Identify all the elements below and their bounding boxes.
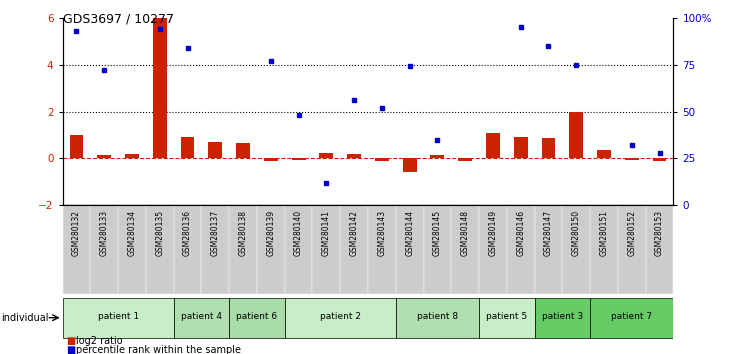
Bar (645, 205, 673, 294)
Bar (257, 205, 285, 294)
Bar (479, 298, 534, 338)
Bar (451, 205, 479, 294)
Bar (153, 18, 166, 159)
Bar (590, 205, 618, 294)
Text: log2 ratio: log2 ratio (76, 336, 122, 346)
Bar (396, 298, 479, 338)
Text: patient 6: patient 6 (236, 312, 277, 321)
Bar (313, 205, 340, 294)
Bar (542, 138, 556, 159)
Bar (590, 298, 673, 338)
Bar (208, 142, 222, 159)
Bar (291, 159, 305, 160)
Bar (146, 205, 174, 294)
Bar (534, 205, 562, 294)
Text: GSM280143: GSM280143 (378, 210, 386, 256)
Text: GSM280132: GSM280132 (72, 210, 81, 256)
Text: GSM280150: GSM280150 (572, 210, 581, 256)
Text: GSM280153: GSM280153 (655, 210, 664, 256)
Text: GSM280140: GSM280140 (294, 210, 303, 256)
Bar (69, 135, 83, 159)
Text: patient 3: patient 3 (542, 312, 583, 321)
Bar (340, 205, 368, 294)
Text: GSM280141: GSM280141 (322, 210, 331, 256)
Bar (202, 205, 229, 294)
Bar (180, 137, 194, 159)
Bar (514, 137, 528, 159)
Bar (63, 298, 174, 338)
Text: GSM280135: GSM280135 (155, 210, 164, 256)
Text: ■: ■ (66, 346, 76, 354)
Text: patient 1: patient 1 (98, 312, 138, 321)
Bar (570, 112, 583, 159)
Text: patient 7: patient 7 (611, 312, 652, 321)
Text: patient 4: patient 4 (181, 312, 222, 321)
Bar (403, 159, 417, 172)
Bar (597, 150, 611, 159)
Text: individual: individual (1, 313, 49, 323)
Text: GSM280133: GSM280133 (99, 210, 109, 256)
Text: GSM280147: GSM280147 (544, 210, 553, 256)
Text: patient 2: patient 2 (319, 312, 361, 321)
Text: GSM280151: GSM280151 (600, 210, 609, 256)
Text: GSM280134: GSM280134 (127, 210, 136, 256)
Bar (431, 155, 445, 159)
Bar (507, 205, 534, 294)
Bar (125, 154, 139, 159)
Bar (285, 298, 396, 338)
Text: GSM280136: GSM280136 (183, 210, 192, 256)
Bar (174, 298, 229, 338)
Text: GSM280145: GSM280145 (433, 210, 442, 256)
Bar (174, 205, 202, 294)
Bar (285, 205, 313, 294)
Bar (236, 143, 250, 159)
Bar (486, 133, 500, 159)
Text: GDS3697 / 10277: GDS3697 / 10277 (63, 12, 174, 25)
Text: percentile rank within the sample: percentile rank within the sample (76, 346, 241, 354)
Bar (653, 159, 667, 161)
Bar (375, 159, 389, 161)
Bar (229, 205, 257, 294)
Bar (618, 205, 645, 294)
Bar (459, 159, 472, 161)
Text: GSM280139: GSM280139 (266, 210, 275, 256)
Text: GSM280152: GSM280152 (627, 210, 637, 256)
Bar (264, 159, 277, 161)
Bar (534, 298, 590, 338)
Text: GSM280148: GSM280148 (461, 210, 470, 256)
Text: GSM280137: GSM280137 (210, 210, 220, 256)
Bar (319, 153, 333, 159)
Bar (91, 205, 118, 294)
Bar (479, 205, 507, 294)
Bar (562, 205, 590, 294)
Bar (423, 205, 451, 294)
Bar (396, 205, 423, 294)
Text: GSM280142: GSM280142 (350, 210, 358, 256)
Bar (625, 159, 639, 160)
Text: ■: ■ (66, 336, 76, 346)
Text: GSM280146: GSM280146 (516, 210, 526, 256)
Text: GSM280149: GSM280149 (489, 210, 498, 256)
Bar (63, 205, 91, 294)
Bar (347, 154, 361, 159)
Text: GSM280138: GSM280138 (238, 210, 247, 256)
Bar (229, 298, 285, 338)
Bar (97, 155, 111, 159)
Bar (118, 205, 146, 294)
Text: patient 8: patient 8 (417, 312, 458, 321)
Bar (368, 205, 396, 294)
Text: GSM280144: GSM280144 (405, 210, 414, 256)
Text: patient 5: patient 5 (486, 312, 528, 321)
